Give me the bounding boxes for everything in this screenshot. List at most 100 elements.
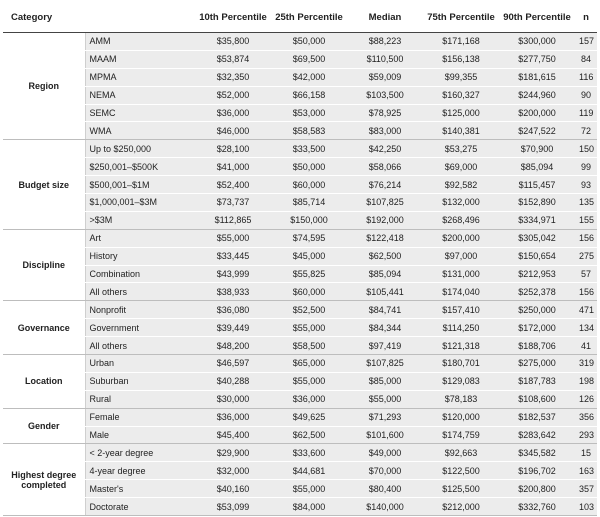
n-cell: 134	[575, 318, 597, 338]
p90-cell: $345,582	[499, 443, 575, 463]
p75-cell: $92,582	[423, 175, 499, 195]
p25-cell: $60,000	[271, 175, 347, 195]
p75-cell: $125,000	[423, 104, 499, 123]
median-cell: $70,000	[347, 461, 423, 481]
p25-cell: $36,000	[271, 390, 347, 409]
table-row: $250,001–$500K $41,000 $50,000 $58,066 $69,0…	[3, 157, 597, 177]
median-cell: $107,825	[347, 193, 423, 212]
sub-category-cell: Rural	[84, 390, 195, 409]
p10-cell: $46,000	[195, 121, 271, 141]
n-cell: 99	[575, 157, 597, 177]
n-cell: 116	[575, 68, 597, 87]
p10-cell: $48,200	[195, 336, 271, 356]
sub-category-cell: AMM	[84, 32, 195, 51]
header-p75: 75th Percentile	[423, 2, 499, 33]
header-p10: 10th Percentile	[195, 2, 271, 33]
table-row: Location Urban $46,597 $65,000 $107,825 $180,…	[3, 354, 597, 409]
sub-category-cell: $1,000,001–$3M	[84, 193, 195, 212]
n-cell: 15	[575, 443, 597, 463]
p90-cell: $212,953	[499, 265, 575, 284]
table-row: Budget size Up to $250,000 $28,100 $33,500 $…	[3, 139, 597, 230]
header-n: n	[575, 2, 597, 33]
p25-cell: $66,158	[271, 86, 347, 105]
p75-cell: $268,496	[423, 211, 499, 230]
n-cell: 135	[575, 193, 597, 212]
sub-category-cell: NEMA	[84, 86, 195, 105]
n-cell: 84	[575, 50, 597, 69]
table-row: NEMA $52,000 $66,158 $103,500 $160,327 $244,9…	[3, 86, 597, 105]
n-cell: 57	[575, 265, 597, 284]
p75-cell: $174,040	[423, 282, 499, 302]
p75-cell: $92,663	[423, 443, 499, 463]
sub-category-cell: Urban	[84, 354, 195, 373]
p10-cell: $55,000	[195, 229, 271, 248]
p90-cell: $283,642	[499, 426, 575, 445]
p90-cell: $70,900	[499, 139, 575, 159]
n-cell: 126	[575, 390, 597, 409]
n-cell: 150	[575, 139, 597, 159]
sub-category-cell: MPMA	[84, 68, 195, 87]
n-cell: 90	[575, 86, 597, 105]
median-cell: $85,094	[347, 265, 423, 284]
p25-cell: $60,000	[271, 282, 347, 302]
p10-cell: $53,099	[195, 497, 271, 517]
table-row: MPMA $32,350 $42,000 $59,009 $99,355 $181,615…	[3, 68, 597, 87]
p10-cell: $41,000	[195, 157, 271, 177]
table-row: All others $38,933 $60,000 $105,441 $174,040…	[3, 282, 597, 302]
median-cell: $101,600	[347, 426, 423, 445]
p10-cell: $32,000	[195, 461, 271, 481]
p75-cell: $69,000	[423, 157, 499, 177]
median-cell: $84,741	[347, 300, 423, 320]
p10-cell: $32,350	[195, 68, 271, 87]
p90-cell: $275,000	[499, 354, 575, 373]
sub-category-cell: Suburban	[84, 372, 195, 391]
p25-cell: $69,500	[271, 50, 347, 69]
median-cell: $55,000	[347, 390, 423, 409]
p75-cell: $174,759	[423, 426, 499, 445]
p90-cell: $150,654	[499, 247, 575, 266]
p25-cell: $58,500	[271, 336, 347, 356]
p90-cell: $305,042	[499, 229, 575, 248]
median-cell: $103,500	[347, 86, 423, 105]
p90-cell: $244,960	[499, 86, 575, 105]
median-cell: $140,000	[347, 497, 423, 517]
p90-cell: $108,600	[499, 390, 575, 409]
median-cell: $71,293	[347, 408, 423, 427]
p90-cell: $277,750	[499, 50, 575, 69]
median-cell: $42,250	[347, 139, 423, 159]
table-row: Region AMM $35,800 $50,000 $88,223 $171,168 $3…	[3, 32, 597, 141]
p10-cell: $73,737	[195, 193, 271, 212]
p75-cell: $120,000	[423, 408, 499, 427]
p90-cell: $196,702	[499, 461, 575, 481]
median-cell: $49,000	[347, 443, 423, 463]
p10-cell: $38,933	[195, 282, 271, 302]
p25-cell: $84,000	[271, 497, 347, 517]
p10-cell: $112,865	[195, 211, 271, 230]
table-row: Doctorate $53,099 $84,000 $140,000 $212,000 $…	[3, 497, 597, 517]
p75-cell: $157,410	[423, 300, 499, 320]
group-label: Gender	[3, 408, 85, 445]
p25-cell: $55,000	[271, 479, 347, 499]
p10-cell: $52,400	[195, 175, 271, 195]
p25-cell: $62,500	[271, 426, 347, 445]
sub-category-cell: >$3M	[84, 211, 195, 230]
p25-cell: $150,000	[271, 211, 347, 230]
p10-cell: $46,597	[195, 354, 271, 373]
p10-cell: $36,000	[195, 104, 271, 123]
p75-cell: $212,000	[423, 497, 499, 517]
header-p25: 25th Percentile	[271, 2, 347, 33]
table-row: Gender Female $36,000 $49,625 $71,293 $120,00…	[3, 408, 597, 445]
sub-category-cell: Nonprofit	[84, 300, 195, 320]
p10-cell: $36,000	[195, 408, 271, 427]
p90-cell: $332,760	[499, 497, 575, 517]
p75-cell: $114,250	[423, 318, 499, 338]
header-row: Category 10th Percentile 25th Percentile…	[3, 2, 597, 33]
sub-category-cell: $250,001–$500K	[84, 157, 195, 177]
table-row: All others $48,200 $58,500 $97,419 $121,318 $…	[3, 336, 597, 356]
p25-cell: $74,595	[271, 229, 347, 248]
n-cell: 72	[575, 121, 597, 141]
n-cell: 198	[575, 372, 597, 391]
median-cell: $83,000	[347, 121, 423, 141]
p75-cell: $53,275	[423, 139, 499, 159]
p75-cell: $129,083	[423, 372, 499, 391]
